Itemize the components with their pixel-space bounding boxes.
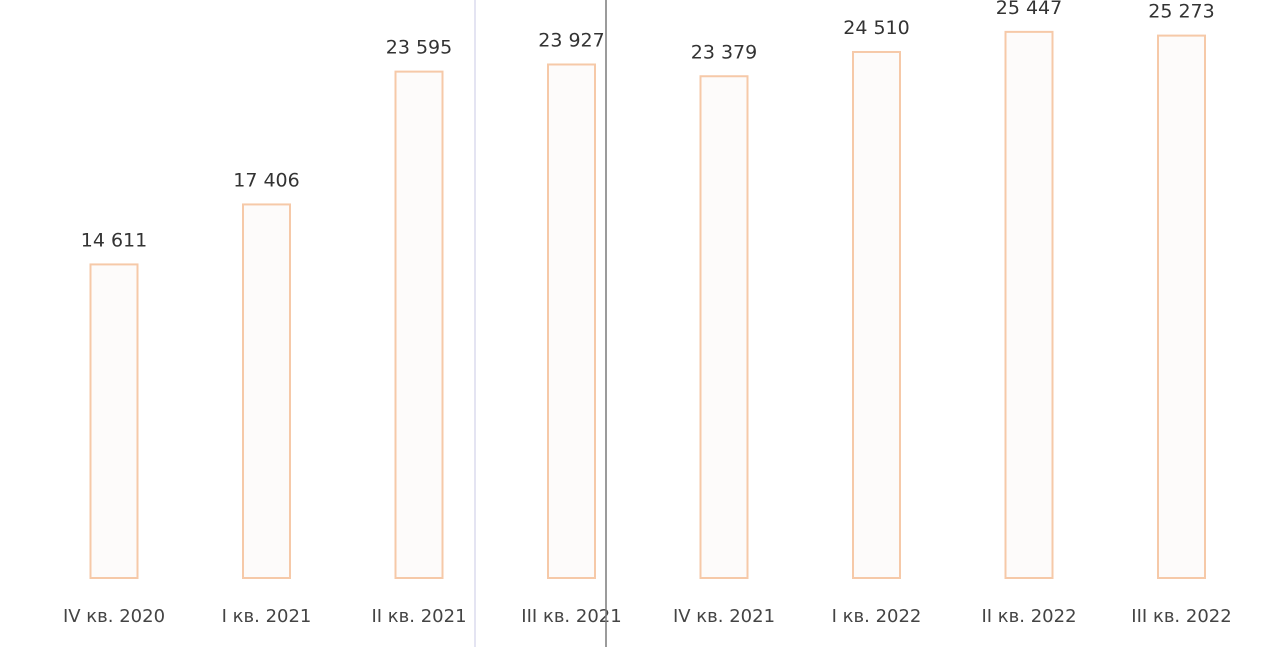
- value-labels-layer: 14 611 17 406 23 595 23 927 23 379 24 510 25 4…: [81, 0, 1215, 251]
- category-label: I кв. 2021: [222, 606, 312, 627]
- category-label: III кв. 2022: [1131, 606, 1231, 627]
- bar: [699, 75, 749, 579]
- category-label: IV кв. 2021: [673, 606, 775, 627]
- bar: [547, 63, 596, 580]
- bar-value-label: 14 611: [81, 229, 147, 251]
- category-label: III кв. 2021: [521, 606, 621, 627]
- category-label: II кв. 2021: [371, 606, 466, 627]
- bar: [89, 263, 139, 579]
- bar: [852, 50, 901, 579]
- category-label: II кв. 2022: [981, 606, 1076, 627]
- bar-value-label: 24 510: [843, 17, 909, 39]
- bar-value-label: 25 273: [1148, 1, 1214, 23]
- bar-value-label: 17 406: [233, 169, 299, 191]
- bar-value-label: 25 447: [996, 0, 1062, 19]
- bar-value-label: 23 595: [386, 37, 452, 59]
- bar: [242, 203, 291, 579]
- bar: [1157, 34, 1206, 579]
- category-labels-layer: IV кв. 2020 I кв. 2021 II кв. 2021 III кв. …: [63, 606, 1232, 627]
- bar: [1004, 30, 1054, 580]
- bars-layer: [89, 30, 1206, 580]
- category-label: I кв. 2022: [832, 606, 922, 627]
- bar: [394, 70, 444, 580]
- bar-value-label: 23 379: [691, 41, 757, 63]
- bar-value-label: 23 927: [538, 29, 604, 51]
- category-label: IV кв. 2020: [63, 606, 165, 627]
